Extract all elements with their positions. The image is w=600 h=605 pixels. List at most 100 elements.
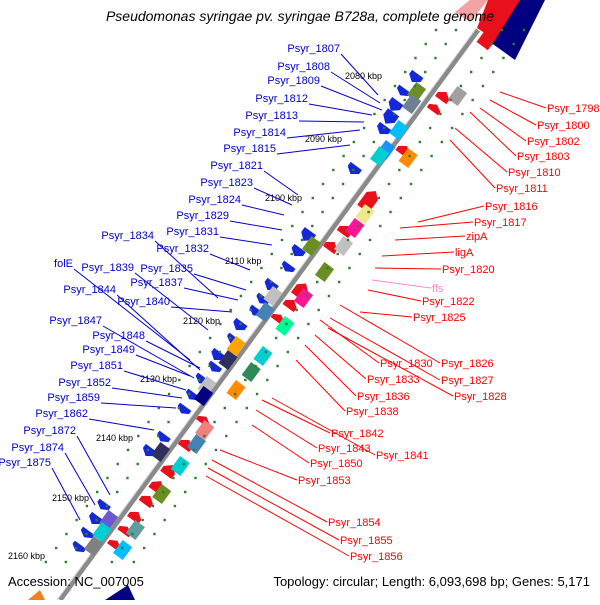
gene-block[interactable]	[263, 286, 283, 306]
gene-block[interactable]	[150, 442, 171, 462]
gene-feature[interactable]	[374, 121, 392, 138]
gene-block[interactable]	[218, 350, 238, 370]
right-gene-label[interactable]: Psyr_1811	[496, 183, 548, 195]
right-gene-label[interactable]: Psyr_1836	[357, 391, 410, 403]
right-gene-label[interactable]: Psyr_1838	[346, 406, 399, 418]
gene-block[interactable]	[186, 434, 206, 454]
gene-feature[interactable]	[385, 97, 404, 115]
gene-block[interactable]	[255, 302, 275, 322]
left-gene-label[interactable]: Psyr_1808	[277, 61, 330, 73]
gene-feature[interactable]	[208, 347, 226, 364]
gene-block[interactable]	[370, 146, 390, 166]
right-gene-label[interactable]: Psyr_1802	[527, 136, 580, 148]
left-gene-label[interactable]: Psyr_1859	[47, 392, 100, 404]
gene-block[interactable]	[84, 536, 104, 556]
gene-block[interactable]	[92, 522, 112, 542]
gene-feature[interactable]	[206, 360, 223, 376]
gene-feature[interactable]	[230, 317, 248, 334]
gene-feature[interactable]	[126, 508, 144, 525]
right-gene-label[interactable]: Psyr_1822	[422, 296, 475, 308]
right-gene-label[interactable]: Psyr_1841	[376, 450, 429, 462]
gene-feature[interactable]	[282, 296, 299, 313]
left-gene-label[interactable]: Psyr_1834	[101, 230, 154, 242]
gene-block[interactable]	[226, 336, 246, 356]
gene-block[interactable]	[194, 386, 214, 406]
right-gene-label[interactable]: ffs	[432, 283, 444, 295]
left-gene-label[interactable]: Psyr_1875	[0, 457, 51, 469]
right-gene-label[interactable]: Psyr_1833	[367, 374, 420, 386]
left-gene-label[interactable]: Psyr_1831	[166, 226, 219, 238]
gene-block[interactable]	[195, 420, 215, 440]
left-gene-label[interactable]: Psyr_1814	[233, 127, 286, 139]
right-gene-label[interactable]: Psyr_1826	[441, 358, 494, 370]
gene-block[interactable]	[170, 456, 190, 476]
gene-block[interactable]	[253, 346, 273, 366]
right-gene-label[interactable]: Psyr_1856	[350, 551, 403, 563]
right-gene-label[interactable]: Psyr_1853	[298, 475, 351, 487]
left-gene-label[interactable]: Psyr_1815	[223, 143, 276, 155]
left-gene-label[interactable]: Psyr_1874	[11, 442, 64, 454]
left-gene-label[interactable]: Psyr_1840	[117, 296, 170, 308]
left-gene-label[interactable]: Psyr_1813	[245, 110, 298, 122]
right-gene-label[interactable]: Psyr_1827	[441, 375, 494, 387]
gene-block[interactable]	[275, 316, 295, 336]
left-gene-label[interactable]: Psyr_1807	[287, 43, 340, 55]
right-gene-label[interactable]: Psyr_1855	[340, 535, 393, 547]
gene-feature[interactable]	[262, 277, 279, 294]
gene-block[interactable]	[125, 520, 145, 540]
left-gene-label[interactable]: Psyr_1872	[23, 425, 76, 437]
gene-feature[interactable]	[95, 498, 111, 514]
left-gene-label[interactable]: Psyr_1844	[63, 284, 116, 296]
gene-feature[interactable]	[177, 436, 195, 453]
left-gene-label[interactable]: Psyr_1835	[140, 263, 193, 275]
right-gene-label[interactable]: Psyr_1854	[328, 517, 381, 529]
gene-feature[interactable]	[78, 526, 95, 542]
left-gene-label[interactable]: Psyr_1847	[49, 315, 102, 327]
right-gene-label[interactable]: Psyr_1820	[442, 264, 495, 276]
gene-block[interactable]	[402, 94, 422, 114]
gene-block[interactable]	[389, 120, 409, 140]
gene-block[interactable]	[398, 148, 418, 168]
gene-feature[interactable]	[175, 402, 192, 418]
right-gene-label[interactable]: Psyr_1850	[310, 458, 363, 470]
gene-feature[interactable]	[426, 101, 443, 116]
right-gene-label[interactable]: Psyr_1843	[318, 443, 371, 455]
gene-feature[interactable]	[279, 260, 296, 276]
gene-feature[interactable]	[138, 492, 156, 509]
left-gene-label[interactable]: Psyr_1862	[35, 408, 88, 420]
gene-feature[interactable]	[434, 88, 452, 105]
gene-block[interactable]	[226, 380, 246, 400]
gene-block[interactable]	[113, 540, 133, 560]
left-gene-label[interactable]: Psyr_1832	[156, 243, 209, 255]
left-gene-label[interactable]: Psyr_1852	[58, 377, 111, 389]
right-gene-label[interactable]: Psyr_1842	[331, 428, 384, 440]
gene-feature[interactable]	[117, 523, 133, 538]
gene-block[interactable]	[355, 204, 375, 224]
gene-feature[interactable]	[70, 540, 87, 556]
left-gene-label[interactable]: Psyr_1848	[92, 330, 145, 342]
left-gene-label[interactable]: Psyr_1824	[188, 194, 241, 206]
gene-block[interactable]	[302, 236, 322, 256]
right-gene-label[interactable]: Psyr_1825	[413, 312, 466, 324]
right-gene-label[interactable]: Psyr_1816	[485, 201, 538, 213]
gene-block[interactable]	[345, 218, 365, 238]
gene-feature[interactable]	[86, 511, 104, 528]
left-gene-label[interactable]: Psyr_1851	[70, 360, 123, 372]
left-gene-label[interactable]: folE	[54, 258, 73, 270]
left-gene-label[interactable]: Psyr_1839	[81, 262, 134, 274]
gene-feature[interactable]	[289, 243, 306, 260]
gene-feature[interactable]	[395, 84, 411, 100]
gene-block[interactable]	[448, 86, 468, 106]
gene-feature[interactable]	[322, 238, 340, 255]
right-gene-label[interactable]: Psyr_1803	[517, 151, 570, 163]
gene-feature[interactable]	[155, 430, 171, 446]
left-gene-label[interactable]: Psyr_1812	[255, 93, 308, 105]
left-gene-label[interactable]: Psyr_1821	[210, 160, 263, 172]
right-gene-label[interactable]: Psyr_1817	[474, 217, 527, 229]
left-gene-label[interactable]: Psyr_1829	[176, 210, 229, 222]
right-gene-label[interactable]: Psyr_1800	[537, 120, 590, 132]
gene-block[interactable]	[293, 288, 314, 308]
gene-block[interactable]	[152, 484, 172, 504]
right-gene-label[interactable]: zipA	[466, 231, 488, 243]
gene-feature[interactable]	[345, 161, 362, 178]
